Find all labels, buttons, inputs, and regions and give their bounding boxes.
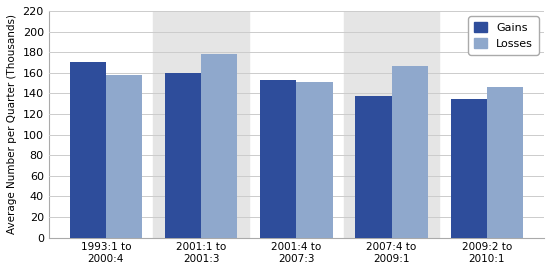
Bar: [355, 96, 392, 238]
Bar: [69, 62, 106, 238]
Legend: Gains, Losses: Gains, Losses: [468, 17, 538, 55]
Bar: [296, 82, 333, 238]
Bar: [106, 75, 142, 238]
Bar: [451, 99, 487, 238]
Bar: [392, 66, 428, 238]
Bar: [153, 11, 249, 238]
Bar: [344, 11, 439, 238]
Bar: [201, 54, 237, 238]
Bar: [487, 87, 523, 238]
Bar: [260, 80, 296, 238]
Y-axis label: Average Number per Quarter (Thousands): Average Number per Quarter (Thousands): [7, 14, 17, 234]
Bar: [165, 73, 201, 238]
